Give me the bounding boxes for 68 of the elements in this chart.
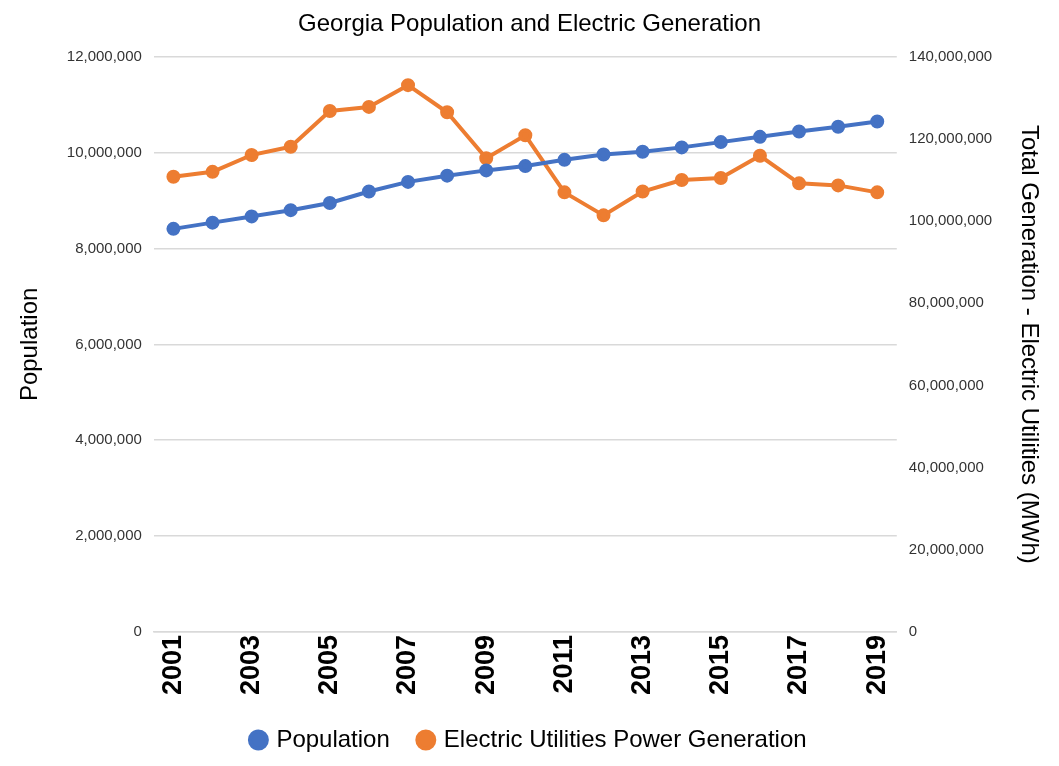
point bbox=[361, 184, 376, 199]
point bbox=[283, 139, 298, 154]
x-tick-label: 2009 bbox=[469, 634, 500, 696]
point bbox=[518, 159, 533, 174]
point bbox=[674, 140, 689, 155]
point bbox=[596, 147, 611, 162]
point bbox=[440, 168, 455, 183]
y2-tick-label: 80,000,000 bbox=[908, 293, 984, 311]
y2-tick-label: 40,000,000 bbox=[908, 457, 984, 475]
point bbox=[792, 176, 807, 191]
x-tick-label: 2017 bbox=[782, 634, 813, 696]
point bbox=[635, 184, 650, 199]
y-tick-label: 8,000,000 bbox=[75, 238, 142, 256]
y-tick-label: 0 bbox=[133, 622, 142, 640]
x-tick-label: 2013 bbox=[626, 634, 657, 696]
point bbox=[752, 148, 767, 163]
y2-tick-label: 100,000,000 bbox=[908, 211, 993, 229]
point bbox=[244, 147, 259, 162]
point bbox=[870, 185, 885, 200]
chart-title: Georgia Population and Electric Generation bbox=[298, 9, 761, 37]
point bbox=[674, 173, 689, 188]
y2-axis-title: Total Generation - Electric Utilities (MWh) bbox=[1016, 124, 1044, 564]
point bbox=[166, 221, 181, 236]
point bbox=[283, 203, 298, 218]
point bbox=[596, 208, 611, 223]
point bbox=[752, 129, 767, 144]
point bbox=[557, 185, 572, 200]
y-tick-label: 6,000,000 bbox=[75, 334, 142, 352]
x-tick-label: 2001 bbox=[156, 634, 187, 696]
point bbox=[792, 124, 807, 139]
point bbox=[831, 119, 846, 134]
point bbox=[205, 215, 220, 230]
point bbox=[518, 128, 533, 143]
x-tick-label: 2011 bbox=[547, 634, 578, 694]
point bbox=[166, 169, 181, 184]
legend-label: Electric Utilities Power Generation bbox=[443, 724, 807, 752]
y2-tick-label: 60,000,000 bbox=[908, 375, 984, 393]
y2-tick-label: 20,000,000 bbox=[908, 539, 984, 557]
point bbox=[440, 105, 455, 120]
y2-tick-label: 140,000,000 bbox=[908, 46, 993, 64]
y-axis-title: Population bbox=[15, 287, 43, 402]
point bbox=[401, 78, 416, 93]
y-tick-label: 12,000,000 bbox=[66, 46, 142, 64]
point bbox=[479, 163, 494, 178]
point bbox=[479, 151, 494, 166]
point bbox=[713, 135, 728, 150]
y-tick-label: 2,000,000 bbox=[75, 526, 142, 544]
point bbox=[831, 178, 846, 193]
point bbox=[205, 164, 220, 179]
x-tick-label: 2007 bbox=[391, 634, 422, 696]
y2-tick-label: 120,000,000 bbox=[908, 129, 993, 147]
x-tick-label: 2019 bbox=[860, 634, 891, 696]
point bbox=[322, 104, 337, 119]
y-tick-label: 4,000,000 bbox=[75, 430, 142, 448]
point bbox=[322, 195, 337, 210]
point bbox=[870, 114, 885, 129]
point bbox=[361, 99, 376, 114]
y-tick-label: 10,000,000 bbox=[66, 142, 142, 160]
point bbox=[557, 152, 572, 167]
point bbox=[713, 170, 728, 185]
x-tick-label: 2005 bbox=[313, 634, 344, 696]
y2-tick-label: 0 bbox=[908, 622, 918, 640]
x-tick-label: 2015 bbox=[704, 634, 735, 696]
x-tick-label: 2003 bbox=[235, 634, 266, 696]
point bbox=[401, 174, 416, 189]
point bbox=[244, 209, 259, 224]
point bbox=[635, 144, 650, 159]
legend-label: Population bbox=[276, 724, 390, 752]
